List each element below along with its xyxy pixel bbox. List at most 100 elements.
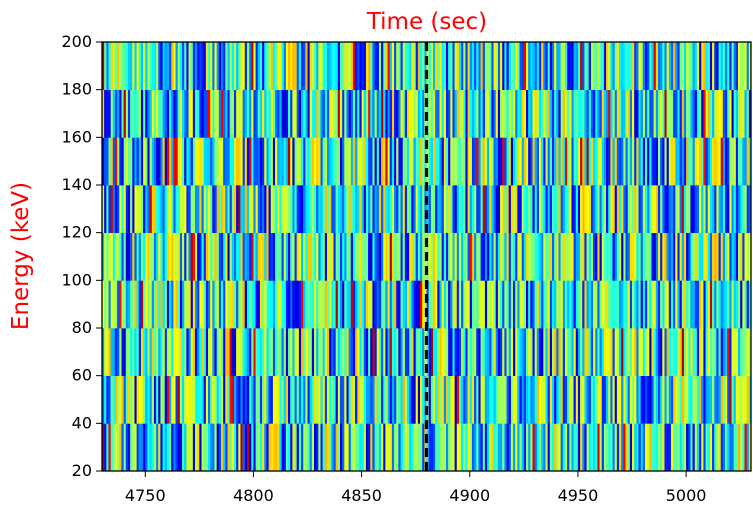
heatmap-cell	[368, 185, 371, 234]
heatmap-cell	[169, 89, 172, 138]
heatmap-cell	[521, 185, 525, 234]
heatmap-cell	[231, 423, 235, 472]
heatmap-cell	[166, 137, 170, 186]
heatmap-cell	[599, 232, 603, 281]
heatmap-cell	[257, 232, 261, 281]
heatmap-cell	[197, 42, 200, 91]
heatmap-cell	[554, 423, 557, 472]
heatmap-cell	[560, 185, 564, 234]
heatmap-cell	[528, 328, 531, 377]
heatmap-cell	[746, 375, 750, 424]
heatmap-cell	[595, 89, 598, 138]
heatmap-cell	[448, 89, 451, 138]
heatmap-cell	[601, 42, 605, 91]
heatmap-cell	[138, 89, 142, 138]
heatmap-cell	[666, 280, 670, 329]
heatmap-cell	[502, 185, 505, 234]
heatmap-cell	[381, 185, 384, 234]
heatmap-cell	[162, 232, 166, 281]
heatmap-cell	[285, 232, 289, 281]
heatmap-cell	[279, 280, 282, 329]
heatmap-cell	[301, 232, 304, 281]
heatmap-cell	[746, 280, 750, 329]
heatmap-cell	[441, 375, 445, 424]
heatmap-cell	[316, 375, 319, 424]
heatmap-cell	[112, 137, 116, 186]
heatmap-cell	[422, 232, 425, 281]
heatmap-cell	[195, 375, 198, 424]
heatmap-cell	[262, 375, 265, 424]
heatmap-cell	[435, 89, 438, 138]
heatmap-cell	[270, 375, 274, 424]
heatmap-cell	[318, 280, 321, 329]
heatmap-cell	[288, 89, 291, 138]
heatmap-cell	[342, 137, 345, 186]
heatmap-cell	[510, 137, 514, 186]
heatmap-cell	[683, 137, 687, 186]
heatmap-cell	[324, 185, 328, 234]
heatmap-cell	[467, 232, 471, 281]
heatmap-cell	[616, 232, 620, 281]
heatmap-cell	[296, 328, 300, 377]
heatmap-cell	[331, 280, 334, 329]
heatmap-cell	[329, 42, 332, 91]
heatmap-cell	[396, 375, 399, 424]
heatmap-cell	[513, 185, 516, 234]
heatmap-cell	[562, 328, 566, 377]
heatmap-cell	[489, 423, 492, 472]
heatmap-cell	[664, 232, 667, 281]
heatmap-cell	[649, 42, 652, 91]
heatmap-cell	[448, 185, 451, 234]
heatmap-cell	[545, 42, 548, 91]
heatmap-cell	[344, 375, 347, 424]
heatmap-cell	[359, 232, 362, 281]
heatmap-cell	[378, 280, 382, 329]
heatmap-cell	[394, 89, 397, 138]
heatmap-cell	[727, 137, 730, 186]
heatmap-cell	[114, 280, 118, 329]
heatmap-cell	[296, 42, 300, 91]
heatmap-cell	[164, 89, 168, 138]
heatmap-cell	[199, 42, 202, 91]
heatmap-cell	[463, 89, 466, 138]
heatmap-cell	[253, 89, 256, 138]
heatmap-cell	[692, 328, 696, 377]
heatmap-cell	[125, 280, 129, 329]
heatmap-cell	[385, 423, 388, 472]
heatmap-cell	[275, 89, 278, 138]
heatmap-cell	[636, 232, 639, 281]
heatmap-cell	[493, 232, 497, 281]
heatmap-cell	[725, 232, 728, 281]
heatmap-cell	[320, 89, 324, 138]
heatmap-cell	[543, 89, 546, 138]
heatmap-cell	[344, 137, 347, 186]
heatmap-cell	[679, 375, 683, 424]
heatmap-cell	[644, 42, 648, 91]
heatmap-cell	[233, 423, 237, 472]
heatmap-cell	[182, 280, 185, 329]
heatmap-cell	[158, 89, 161, 138]
heatmap-cell	[432, 375, 436, 424]
heatmap-cell	[140, 328, 144, 377]
heatmap-cell	[149, 375, 153, 424]
heatmap-cell	[208, 328, 211, 377]
heatmap-cell	[420, 375, 423, 424]
heatmap-cell	[701, 328, 704, 377]
heatmap-cell	[655, 280, 659, 329]
heatmap-cell	[409, 89, 412, 138]
heatmap-cell	[132, 42, 135, 91]
heatmap-cell	[140, 280, 144, 329]
heatmap-cell	[560, 89, 564, 138]
heatmap-cell	[603, 89, 607, 138]
heatmap-cell	[651, 185, 654, 234]
heatmap-cell	[452, 423, 455, 472]
heatmap-cell	[208, 42, 211, 91]
heatmap-cell	[549, 42, 553, 91]
heatmap-cell	[331, 42, 334, 91]
heatmap-cell	[151, 375, 155, 424]
heatmap-cell	[448, 137, 451, 186]
heatmap-cell	[415, 137, 419, 186]
heatmap-cell	[744, 89, 748, 138]
heatmap-cell	[227, 137, 230, 186]
heatmap-cell	[121, 185, 124, 234]
